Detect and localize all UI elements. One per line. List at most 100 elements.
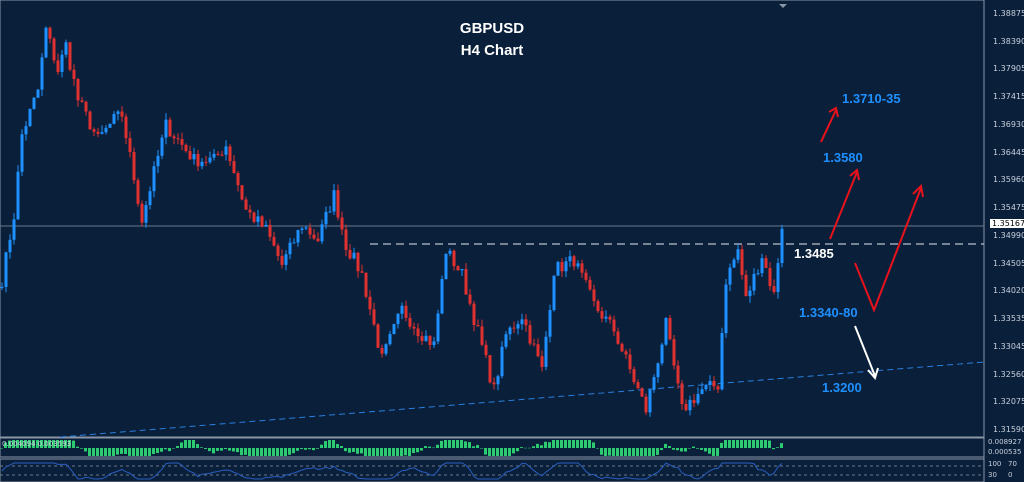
candle-body	[572, 256, 576, 267]
macd-bar	[32, 440, 35, 448]
candle-body	[660, 344, 664, 364]
macd-bar	[256, 448, 259, 456]
candle	[52, 37, 56, 64]
candle-body	[368, 296, 372, 310]
candle	[200, 158, 204, 170]
candle-body	[340, 217, 344, 230]
candle-body	[468, 294, 472, 304]
candle-body	[596, 301, 600, 312]
annotation-target-high: 1.3710-35	[842, 91, 901, 106]
candle	[196, 149, 200, 172]
candle-body	[308, 227, 312, 235]
candle-body	[444, 253, 448, 280]
candle	[776, 257, 780, 299]
macd-bar	[580, 440, 583, 448]
macd-bar	[384, 448, 387, 456]
candle	[712, 376, 716, 391]
candle	[640, 387, 644, 398]
candle-body	[176, 138, 180, 140]
candle-body	[320, 224, 324, 242]
macd-bar	[212, 448, 215, 454]
macd-bar	[376, 448, 379, 456]
candle	[12, 213, 16, 245]
candle	[340, 211, 344, 235]
macd-bar	[84, 448, 87, 452]
price-tick: 1.34020	[993, 286, 1024, 296]
candle	[332, 183, 336, 215]
macd-bar	[488, 448, 491, 456]
candle	[556, 260, 560, 276]
price-tick: 1.34990	[993, 230, 1024, 240]
candle	[496, 374, 500, 391]
candle	[228, 144, 232, 166]
candle-body	[104, 127, 108, 133]
macd-bar	[700, 448, 703, 450]
candle-body	[640, 388, 644, 397]
macd-bar	[644, 448, 647, 456]
macd-bar	[404, 448, 407, 456]
candle-body	[396, 313, 400, 325]
candle-body	[92, 129, 96, 132]
scroll-marker-icon[interactable]	[779, 4, 787, 8]
candle	[612, 315, 616, 336]
candle	[156, 150, 160, 173]
candle	[440, 275, 444, 315]
candle	[380, 344, 384, 358]
arrow-down-to-32000	[854, 325, 879, 381]
macd-bar	[668, 446, 671, 448]
candle-body	[380, 347, 384, 354]
macd-bar	[224, 448, 227, 450]
forecast-arrows	[820, 106, 924, 313]
macd-bar	[296, 448, 299, 451]
candle-body	[12, 219, 16, 240]
candle-body	[452, 250, 456, 267]
macd-bar	[92, 448, 95, 456]
candle-body	[508, 327, 512, 335]
candle	[604, 310, 608, 323]
macd-bar	[640, 448, 643, 456]
annotation-resistance: 1.3485	[794, 246, 834, 261]
candle-body	[760, 258, 764, 274]
candle	[168, 117, 172, 137]
candle	[728, 263, 732, 292]
macd-bar	[472, 446, 475, 448]
candle	[528, 320, 532, 346]
candle	[484, 340, 488, 359]
macd-axis-min: 0.000535	[988, 448, 1022, 456]
candle-body	[644, 396, 648, 413]
candle-body	[604, 316, 608, 319]
candle-body	[624, 351, 628, 355]
candle-body	[148, 191, 152, 206]
macd-bar	[684, 448, 687, 452]
candle	[132, 147, 136, 185]
candle	[560, 258, 564, 277]
candle	[236, 170, 240, 192]
candle	[216, 151, 220, 157]
macd-bar	[624, 448, 627, 456]
candle-body	[356, 252, 360, 272]
candle-body	[456, 266, 460, 271]
candle	[508, 325, 512, 341]
candle-body	[560, 262, 564, 272]
candle-body	[556, 262, 560, 276]
macd-bar	[200, 447, 203, 448]
candle	[96, 127, 100, 138]
candle	[664, 317, 668, 347]
macd-bar	[452, 440, 455, 448]
candle-body	[388, 334, 392, 345]
macd-bar	[156, 448, 159, 454]
candle-body	[412, 326, 416, 329]
macd-bar	[424, 446, 427, 448]
candle	[268, 219, 272, 241]
candle-body	[620, 343, 624, 352]
macd-bar	[260, 448, 263, 456]
candle-body	[416, 328, 420, 337]
macd-bar	[100, 448, 103, 456]
candle	[220, 150, 224, 157]
candle	[720, 327, 724, 391]
candle-body	[780, 228, 784, 264]
candle	[492, 377, 496, 390]
candle-body	[240, 185, 244, 200]
candle-body	[304, 227, 308, 229]
